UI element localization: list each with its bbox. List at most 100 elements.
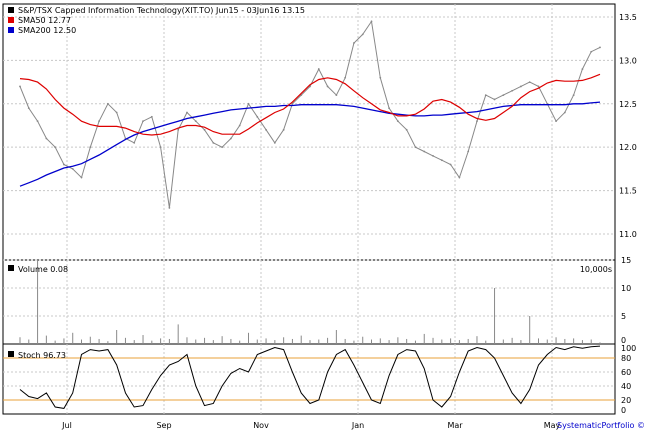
- price-close-point: [238, 124, 241, 127]
- price-close-point: [335, 94, 338, 97]
- volume-unit-label: 10,000s: [580, 265, 612, 274]
- price-close-point: [449, 163, 452, 166]
- x-tick-label: Nov: [253, 421, 269, 430]
- x-tick-labels: Jul Sep Nov Jan Mar May: [61, 421, 560, 430]
- price-close-point: [133, 141, 136, 144]
- y-tick-labels: 11.011.512.012.513.013.50510150204060801…: [619, 13, 637, 415]
- stochastic-reference-lines: [3, 357, 615, 401]
- volume-legend: Volume 0.08 10,000s: [8, 265, 612, 274]
- volume-y-tick-label: 5: [621, 312, 626, 321]
- price-close-point: [221, 146, 224, 149]
- price-close-point: [256, 115, 259, 118]
- stochastic-panel-frame: [2, 343, 616, 415]
- price-close-point: [528, 81, 531, 84]
- stochastic-legend-label: Stoch 96.73: [18, 351, 66, 360]
- price-close-point: [203, 128, 206, 131]
- price-close-point: [27, 107, 30, 110]
- price-close-point: [563, 111, 566, 114]
- price-close-point: [511, 89, 514, 92]
- volume-legend-swatch: [8, 265, 14, 271]
- price-close-point: [265, 128, 267, 131]
- price-close-point: [142, 120, 144, 123]
- price-close-point: [476, 120, 478, 123]
- stochastic-y-tick-label: 80: [621, 354, 631, 363]
- grid-lines: [3, 4, 615, 414]
- stochastic-y-tick-label: 40: [621, 382, 631, 391]
- x-tick-label: Sep: [156, 421, 171, 430]
- price-y-tick-label: 12.0: [619, 143, 637, 152]
- price-close-point: [309, 85, 311, 88]
- volume-y-tick-label: 10: [621, 284, 631, 293]
- price-close-point: [361, 33, 364, 36]
- x-tick-label: May: [544, 421, 561, 430]
- price-close-point: [317, 68, 320, 70]
- price-close-point: [414, 146, 417, 149]
- branding-label: SystematicPortfolio ©: [557, 421, 645, 430]
- price-close-point: [230, 137, 232, 140]
- price-close-point: [326, 85, 329, 88]
- price-close-point: [282, 128, 285, 131]
- x-tick-label: Jul: [61, 421, 72, 430]
- price-close-point: [106, 102, 109, 105]
- price-close-point: [291, 102, 294, 105]
- price-chart-title: S&P/TSX Capped Information Technology(XI…: [18, 6, 305, 15]
- price-close-point: [89, 146, 92, 149]
- stochastic-y-tick-label: 0: [621, 406, 626, 415]
- stochastic-line-layer: [19, 345, 601, 409]
- x-tick-label: Jan: [351, 421, 364, 430]
- sma50-legend-label: SMA50 12.77: [18, 16, 71, 25]
- price-close-point: [159, 146, 162, 149]
- price-close-point: [432, 154, 434, 157]
- price-series-layer: [19, 20, 601, 209]
- price-close-point: [36, 120, 39, 123]
- volume-y-tick-label: 15: [621, 256, 631, 265]
- sma200-legend-label: SMA200 12.50: [18, 26, 76, 35]
- price-close-point: [19, 85, 21, 88]
- sma50-legend-swatch: [8, 17, 14, 23]
- price-close-point: [520, 85, 522, 88]
- price-close-point: [177, 128, 180, 131]
- volume-legend-label: Volume 0.08: [18, 265, 68, 274]
- price-close-point: [168, 207, 171, 209]
- stochastic-legend-swatch: [8, 351, 14, 357]
- x-tick-label: Mar: [447, 421, 463, 430]
- sma200-legend-swatch: [8, 27, 14, 33]
- price-y-tick-label: 13.0: [619, 56, 637, 65]
- price-close-point: [458, 176, 461, 179]
- price-legend-swatch: [8, 7, 14, 13]
- stochastic-y-tick-label: 20: [621, 396, 631, 405]
- volume-bars: [19, 260, 601, 344]
- price-close-point: [572, 94, 575, 97]
- price-close-point: [484, 94, 487, 97]
- price-legend: S&P/TSX Capped Information Technology(XI…: [8, 6, 305, 35]
- sma200-line: [19, 101, 601, 187]
- price-close-point: [590, 50, 593, 53]
- stochastic-y-tick-label: 60: [621, 368, 631, 377]
- price-y-tick-label: 11.5: [619, 187, 637, 196]
- volume-y-tick-label: 0: [621, 336, 626, 345]
- price-close-point: [80, 176, 83, 179]
- price-close-point: [379, 76, 382, 79]
- price-close-point: [370, 20, 373, 23]
- price-close-point: [150, 115, 153, 118]
- price-close-point: [440, 159, 443, 162]
- price-close-point: [115, 111, 118, 114]
- price-close-point: [555, 120, 557, 123]
- stochastic-line: [19, 345, 601, 409]
- price-close-point: [98, 120, 100, 123]
- price-close-point: [502, 94, 505, 97]
- price-close-point: [45, 137, 48, 140]
- price-close-point: [353, 42, 355, 44]
- price-close-point: [405, 128, 408, 131]
- price-close-point: [537, 85, 540, 88]
- sma50-line: [19, 73, 601, 136]
- stochastic-legend: Stoch 96.73: [8, 351, 66, 360]
- price-close-point: [247, 102, 250, 105]
- price-close-point: [344, 76, 347, 79]
- price-close-point: [194, 120, 197, 123]
- price-close-point: [467, 150, 470, 153]
- price-close-point: [388, 107, 390, 110]
- price-close-point: [581, 68, 584, 70]
